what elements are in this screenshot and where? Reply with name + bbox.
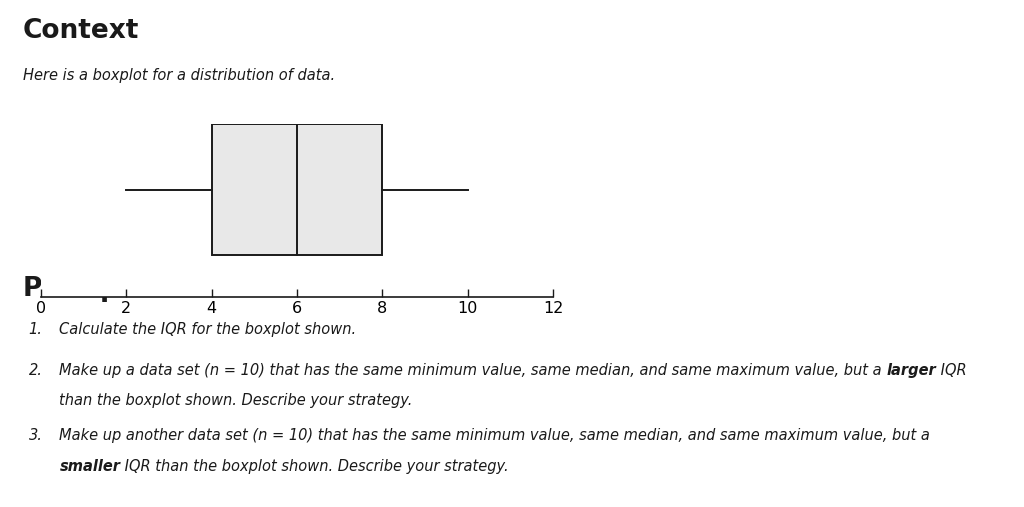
Text: Calculate the IQR for the boxplot shown.: Calculate the IQR for the boxplot shown. xyxy=(59,322,356,337)
Text: Make up a data set (n = 10) that has the same minimum value, same median, and sa: Make up a data set (n = 10) that has the… xyxy=(59,363,887,378)
Text: IQR: IQR xyxy=(936,363,967,378)
Text: Here is a boxplot for a distribution of data.: Here is a boxplot for a distribution of … xyxy=(23,68,335,84)
Text: than the boxplot shown. Describe your strategy.: than the boxplot shown. Describe your st… xyxy=(59,393,413,408)
Text: 3.: 3. xyxy=(29,428,43,444)
Text: Context: Context xyxy=(23,18,139,44)
Text: 1.: 1. xyxy=(29,322,43,337)
Text: IQR than the boxplot shown. Describe your strategy.: IQR than the boxplot shown. Describe you… xyxy=(121,459,509,474)
Text: Prompt: Prompt xyxy=(23,276,132,302)
Text: Make up another data set (n = 10) that has the same minimum value, same median, : Make up another data set (n = 10) that h… xyxy=(59,428,930,444)
Text: larger: larger xyxy=(887,363,936,378)
Bar xyxy=(212,124,382,255)
Text: smaller: smaller xyxy=(59,459,121,474)
Text: 2.: 2. xyxy=(29,363,43,378)
